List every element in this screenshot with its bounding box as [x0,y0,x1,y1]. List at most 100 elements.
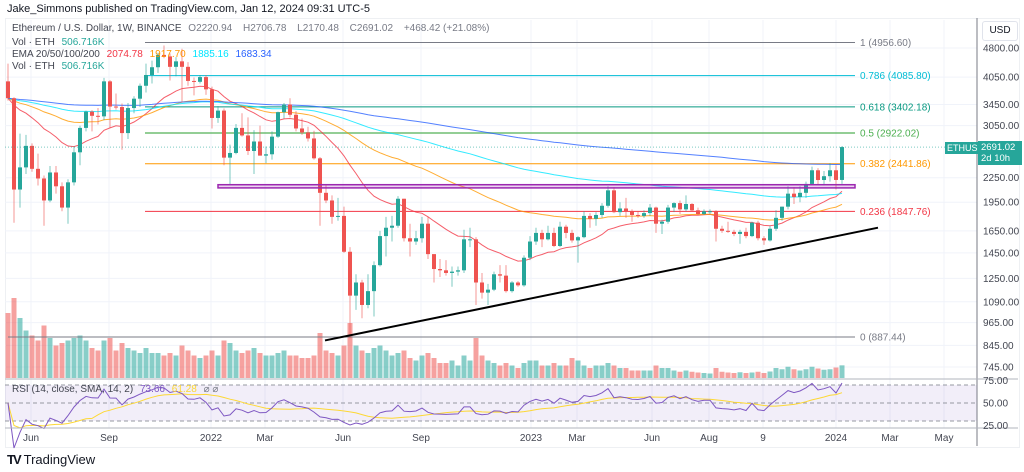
volume-bar [689,371,695,378]
candle-body [768,228,772,241]
tradingview-logo-text: TradingView [23,452,96,467]
high-value: 2706.78 [250,23,287,34]
tradingview-logo[interactable]: TV TradingView [7,452,95,467]
rsi-value: 73.66 [139,384,165,395]
candle-body [240,127,244,136]
candle-body [426,223,430,255]
candle-body [402,198,406,239]
candle [756,220,760,241]
legend-volume-row-2[interactable]: Vol · ETH 506.716K [12,61,108,72]
candle [606,186,610,208]
volume-bar [779,369,785,378]
candle [378,230,382,267]
candle-body [678,203,682,210]
fib-level-label: 0.5 (2922.02) [860,128,920,139]
candle-body [780,206,784,218]
candle [564,224,568,239]
price-tick-label: 845.00 [983,341,1014,352]
last-price-tag: 2691.02 2d 10h [978,141,1022,165]
candle [588,213,592,228]
volume-bar [713,368,719,378]
legend-volume-row[interactable]: Vol · ETH 506.716K [12,37,108,48]
candle [78,125,82,166]
candle [486,283,490,305]
candle [198,74,202,84]
candle-body [180,61,184,67]
price-tick-label: 745.00 [983,362,1014,373]
rsi-tick-label: 50.00 [983,399,1008,410]
volume-bar [815,368,821,378]
candle [810,166,814,185]
candle-body [210,89,214,118]
volume-bar [401,350,407,378]
candle-body [342,215,346,252]
candle-body [102,81,106,117]
legend-rsi-row[interactable]: RSI (14, close, SMA, 14, 2) 73.66 61.28 … [12,384,222,395]
candle [834,165,838,190]
volume-bar [833,367,839,378]
symbol-name[interactable]: Ethereum / U.S. Dollar, 1W, BINANCE [12,23,182,34]
candle-body [24,145,28,168]
volume-bar [329,353,335,378]
price-tick-label: 965.00 [983,318,1014,329]
candle [672,202,676,213]
candle-body [702,211,706,215]
volume-bar [761,373,767,378]
volume-bar [209,350,215,378]
candle-body [744,231,748,237]
candle-body [672,203,676,208]
change-value: +468.42 (+21.08%) [403,23,490,34]
volume-bar [797,370,803,378]
candle [312,130,316,160]
volume-bar [119,343,125,378]
volume-bar [743,373,749,378]
candle [276,111,280,138]
candle [558,221,562,248]
volume-bar [59,343,65,378]
volume-bar [509,365,515,378]
candle [594,212,598,226]
candle-body [300,128,304,133]
candle-body [648,207,652,214]
candle [666,204,670,224]
candle [696,207,700,215]
rsi-tick-label: 75.00 [983,376,1008,387]
currency-button[interactable]: USD [982,21,1018,41]
candle [60,182,64,212]
candle-body [96,115,100,117]
ema100-value: 1885.16 [192,49,229,60]
volume-bar [683,370,689,378]
candle [252,130,256,174]
candle [828,163,832,182]
candle-body [246,135,250,151]
candle [840,146,844,184]
volume-bar [563,365,569,378]
volume-bar [695,372,701,378]
candle-body [786,193,790,207]
candle [816,168,820,185]
hidden-value-icon: ⌀ ⌀ [203,384,219,395]
candle-body [282,104,286,113]
volume-bar [191,355,197,378]
candle-body [642,213,646,216]
candle [258,125,262,156]
candle-body [660,221,664,224]
candle-body [822,176,826,181]
candle [36,153,40,186]
volume-bar [131,350,137,378]
candle-body [810,170,814,184]
volume-bar [155,353,161,378]
price-tick-label: 3050.00 [983,121,1020,132]
candle-body [762,238,766,241]
volume-bar [287,355,293,378]
candle [654,206,658,233]
candle [474,237,478,305]
legend-ema-row[interactable]: EMA 20/50/100/200 2074.78 1917.70 1885.1… [12,49,276,60]
candle [798,186,802,203]
candle [54,165,58,194]
volume-bar [827,369,833,378]
candle [720,225,724,233]
volume-bar [101,340,107,378]
candle-body [276,112,280,137]
